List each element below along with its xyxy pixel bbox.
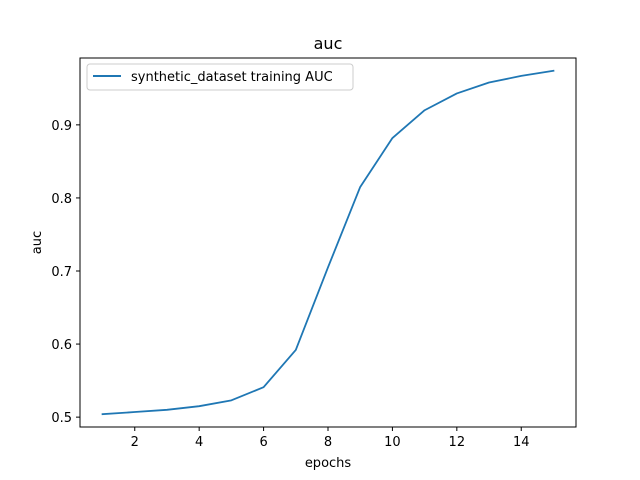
y-tick-label: 0.8 (51, 192, 72, 207)
y-tick-label: 0.9 (51, 119, 72, 134)
x-tick-label: 6 (259, 435, 267, 450)
series-line (101, 69, 555, 416)
x-axis-label: epochs (305, 456, 352, 471)
y-tick-label: 0.7 (51, 265, 72, 280)
y-tick-label: 0.5 (51, 411, 72, 426)
x-tick-label: 8 (324, 435, 332, 450)
legend-box (86, 63, 354, 91)
x-tick-label: 12 (449, 435, 466, 450)
chart-title: auc (314, 34, 343, 53)
legend: synthetic_dataset training AUC (86, 63, 354, 91)
series-layer (101, 69, 555, 416)
y-axis-label: auc (30, 231, 45, 254)
x-tick-label: 2 (131, 435, 139, 450)
ticks-layer: 2 4 6 8 10 12 14 0.5 0.6 0.7 0.8 0.9 (51, 119, 529, 450)
x-tick-label: 4 (195, 435, 203, 450)
plot-area-frame (79, 57, 577, 428)
legend-entry-label: synthetic_dataset training AUC (131, 70, 333, 85)
y-tick-label: 0.6 (51, 338, 72, 353)
x-tick-label: 10 (384, 435, 401, 450)
x-tick-label: 14 (513, 435, 530, 450)
